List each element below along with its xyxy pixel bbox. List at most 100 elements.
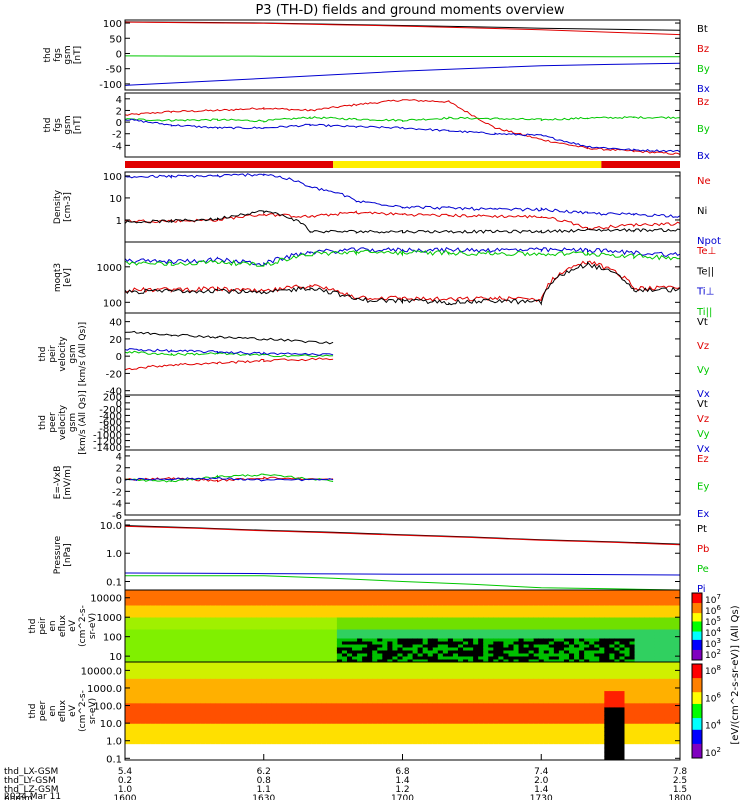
colorbar-tick: 108 <box>705 664 721 677</box>
status-seg <box>333 161 602 168</box>
xaxis-row-label: hhmm <box>4 794 33 800</box>
ytick-label: -2 <box>112 487 122 498</box>
legend-6-1: Ey <box>697 482 709 493</box>
ytick-label: 40 <box>109 318 122 329</box>
ytick-label: -1200 <box>93 437 122 448</box>
xaxis-value: 6.2 <box>257 767 271 777</box>
legend-7-1: Pb <box>697 544 709 555</box>
series-2-blue <box>124 173 681 218</box>
spectrogram-10 <box>125 662 681 761</box>
ytick-label: -400 <box>99 411 122 422</box>
ytick-label: 2 <box>116 464 122 475</box>
panel-frame <box>124 92 681 158</box>
legend-4-0: Vt <box>697 317 708 328</box>
panel-6: Vt Vz Vy Vx 2000-200-400-600-800-1000-1200-1… <box>38 390 710 455</box>
xaxis-row-label: thd_LZ-GSM <box>4 785 59 795</box>
ytick-label: 0 <box>116 49 122 60</box>
series-2-black <box>124 210 681 234</box>
panel-frame <box>124 19 681 91</box>
panel-frame <box>124 449 681 516</box>
legend-4-2: Vy <box>697 365 710 376</box>
series-7-red <box>124 525 681 546</box>
ytick-label: -100 <box>99 80 122 91</box>
legend-0-0: Bt <box>697 24 708 35</box>
ytick-label: 4 <box>116 452 122 463</box>
ytick-label: 0.1 <box>106 577 122 588</box>
series-1-red <box>124 99 681 155</box>
colorbar-frame <box>691 592 703 661</box>
ytick-label: 50 <box>109 34 122 45</box>
ytick-label: 10 <box>109 652 122 663</box>
ytick-label: -4 <box>112 141 122 152</box>
xaxis-value: 0.8 <box>257 776 272 786</box>
legend-2-1: Ni <box>697 206 707 217</box>
status-seg <box>601 161 680 168</box>
series-1-green <box>124 115 680 123</box>
colorbar-frame <box>691 663 703 759</box>
xaxis-value: 2.5 <box>673 776 687 786</box>
colorbar-tick: 103 <box>705 637 721 650</box>
legend-0-3: Bx <box>697 84 710 95</box>
ylabel: thdpeirenefluxeV(cm^2-s-sr-eV) <box>28 605 98 647</box>
ylabel: thdpeirvelocitygsm[km/s (All Qs)] <box>38 322 88 386</box>
panel-frame <box>124 519 681 591</box>
ylabel: thdfgsgsm[nT] <box>43 45 83 64</box>
ytick-label: -6 <box>112 511 122 522</box>
legend-5-0: Vt <box>697 399 708 410</box>
xaxis-value: 2.0 <box>534 776 549 786</box>
xaxis-value: 1.1 <box>257 785 271 795</box>
series-3-black <box>124 261 681 306</box>
xaxis-value: 1630 <box>252 794 275 800</box>
xaxis-value: 1600 <box>114 794 137 800</box>
series-0-red <box>124 21 681 36</box>
ytick-label: -2 <box>112 130 122 141</box>
status-bar <box>125 161 680 168</box>
legend-7-3: Pi <box>697 584 706 595</box>
legend-3-2: Ti⊥ <box>696 287 714 298</box>
xaxis-value: 1.2 <box>395 785 409 795</box>
series-3-blue <box>124 247 681 267</box>
xaxis-row-label: thd_LX-GSM <box>4 767 58 777</box>
panel-8: Pt Pb Pe Pi 10.0 1.0 0.1 Pressure[nPa] <box>53 519 709 595</box>
colorbar-2: 108 106 104 102 <box>691 663 721 759</box>
ytick-label: 4 <box>116 95 122 106</box>
legend-6-2: Ex <box>697 509 709 520</box>
xaxis-value: 0.2 <box>118 776 132 786</box>
legend-3-0: Te⊥ <box>696 246 716 257</box>
series-6-green <box>124 473 334 483</box>
series-7-blue <box>124 572 681 576</box>
xaxis-value: 1800 <box>669 794 692 800</box>
ytick-label: -40 <box>106 387 122 398</box>
legend-6-0: Ez <box>697 454 709 465</box>
panel-1: Bt Bz By Bx 100 50 0 -50 -100 thdfgsgsm[nT] <box>43 19 710 95</box>
series-3-green <box>124 249 681 267</box>
ytick-label: 100.0 <box>93 702 122 713</box>
colorbar-tick: 106 <box>705 691 721 704</box>
ytick-label: 0 <box>116 352 122 363</box>
ytick-label: -200 <box>99 405 122 416</box>
spectrogram-9 <box>125 590 681 663</box>
ytick-label: 0 <box>116 399 122 410</box>
status-seg <box>125 161 334 168</box>
ytick-label: 0 <box>116 476 122 487</box>
ytick-label: 100 <box>103 298 122 309</box>
series-6-red <box>124 476 334 483</box>
ytick-label: -20 <box>106 369 122 380</box>
legend-7-2: Pe <box>697 564 709 575</box>
colorbar-label: [eV/(cm^2-s-sr-eV)] (All Qs) <box>730 605 741 744</box>
colorbar-tick: 104 <box>705 626 721 639</box>
ytick-label: 10 <box>109 194 122 205</box>
xaxis-value: 1.0 <box>118 785 133 795</box>
xaxis-value: 1.5 <box>673 785 687 795</box>
panel-7: Ez Ey Ex 420-2-4-6 E=-VxB[mV/m] <box>53 449 709 522</box>
panel-9: 10000 1000 100 10 thdpeirenefluxeV(cm^2-s-sr… <box>28 589 681 663</box>
ytick-label: 0 <box>116 118 122 129</box>
ytick-label: -1000 <box>93 430 122 441</box>
ytick-label: 10.0 <box>100 719 122 730</box>
xaxis-value: 7.8 <box>673 767 688 777</box>
ytick-label: 0.1 <box>106 754 122 765</box>
xaxis-row-label: thd_LY-GSM <box>4 776 56 786</box>
xaxis-value: 1730 <box>530 794 553 800</box>
